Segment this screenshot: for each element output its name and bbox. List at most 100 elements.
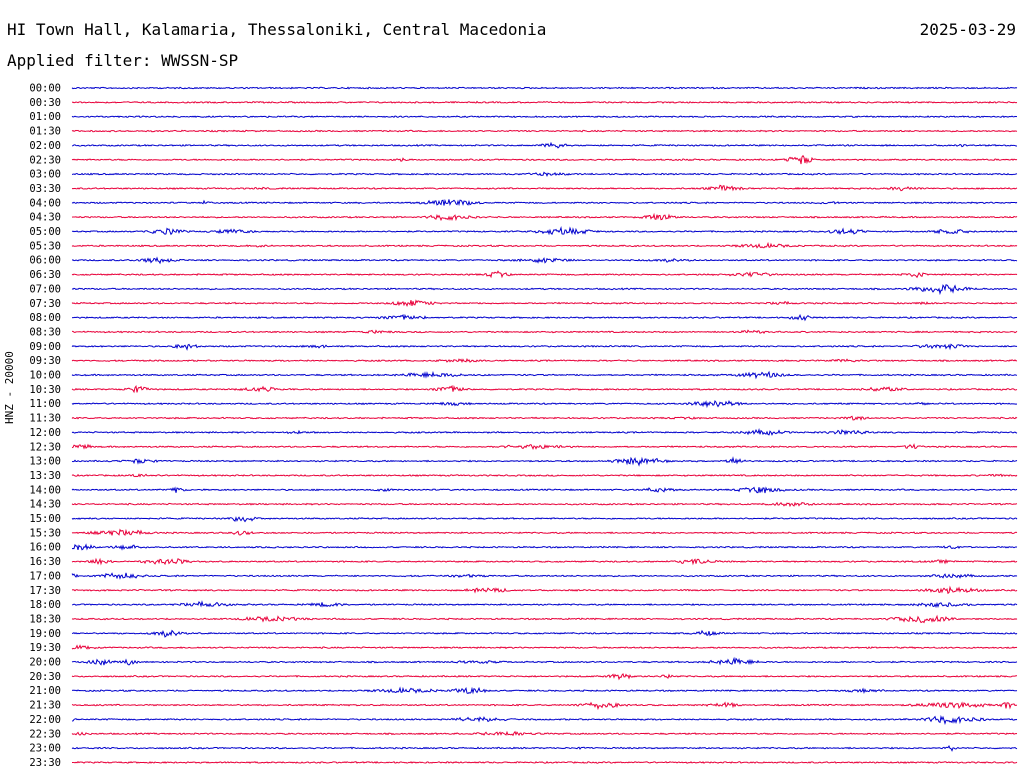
- row-time-label: 04:00: [29, 197, 61, 209]
- row-time-label: 13:30: [29, 470, 61, 482]
- row-time-label: 16:30: [29, 556, 61, 568]
- trace-line: [71, 154, 1018, 165]
- row-time-label: 02:00: [29, 140, 61, 152]
- row-time-label: 19:00: [29, 628, 61, 640]
- trace-line: [71, 100, 1018, 104]
- trace-line: [71, 600, 1018, 609]
- row-time-label: 17:30: [29, 585, 61, 597]
- trace-line: [71, 141, 1018, 149]
- row-time-label: 08:30: [29, 326, 61, 338]
- row-time-label: 10:30: [29, 384, 61, 396]
- trace-line: [71, 672, 1018, 681]
- trace-line: [71, 86, 1018, 90]
- trace-line: [71, 198, 1018, 207]
- row-time-label: 12:00: [29, 427, 61, 439]
- row-time-label: 14:00: [29, 484, 61, 496]
- row-time-label: 07:00: [29, 283, 61, 295]
- trace-line: [71, 399, 1018, 409]
- trace-line: [71, 473, 1018, 478]
- trace-line: [71, 184, 1018, 192]
- trace-line: [71, 212, 1018, 222]
- row-time-label: 07:30: [29, 298, 61, 310]
- trace-line: [71, 241, 1018, 249]
- row-time-label: 21:00: [29, 685, 61, 697]
- trace-line: [71, 171, 1018, 177]
- trace-line: [71, 256, 1018, 265]
- row-time-label: 11:30: [29, 413, 61, 425]
- row-time-label: 22:30: [29, 728, 61, 740]
- row-time-label: 17:00: [29, 570, 61, 582]
- trace-line: [71, 516, 1018, 523]
- date-label: 2025-03-29: [919, 20, 1016, 39]
- row-time-label: 18:00: [29, 599, 61, 611]
- row-time-label: 21:30: [29, 700, 61, 712]
- trace-line: [71, 572, 1018, 580]
- trace-line: [71, 656, 1018, 666]
- trace-line: [71, 501, 1018, 508]
- row-time-label: 08:00: [29, 312, 61, 324]
- row-time-label: 10:00: [29, 370, 61, 382]
- trace-line: [71, 270, 1018, 279]
- row-time-label: 11:00: [29, 398, 61, 410]
- trace-line: [71, 644, 1018, 650]
- row-time-label: 04:30: [29, 212, 61, 224]
- trace-line: [71, 370, 1018, 380]
- filter-label: Applied filter: WWSSN-SP: [7, 51, 239, 70]
- row-time-label: 16:00: [29, 542, 61, 554]
- trace-line: [71, 313, 1018, 322]
- row-time-label: 00:00: [29, 83, 61, 95]
- row-time-label: 20:30: [29, 671, 61, 683]
- trace-line: [71, 456, 1018, 467]
- trace-line: [71, 745, 1018, 752]
- trace-line: [71, 614, 1018, 624]
- trace-line: [71, 760, 1018, 764]
- row-time-label: 03:00: [29, 169, 61, 181]
- row-time-label: 01:30: [29, 126, 61, 138]
- trace-line: [71, 225, 1018, 236]
- trace-line: [71, 284, 1018, 296]
- trace-line: [71, 443, 1018, 451]
- row-time-label: 09:30: [29, 355, 61, 367]
- trace-line: [71, 629, 1018, 638]
- trace-line: [71, 415, 1018, 422]
- row-time-label: 06:30: [29, 269, 61, 281]
- trace-line: [71, 115, 1018, 119]
- row-time-label: 03:30: [29, 183, 61, 195]
- trace-line: [71, 701, 1018, 711]
- trace-line: [71, 358, 1018, 363]
- row-time-label: 02:30: [29, 154, 61, 166]
- row-time-label: 09:00: [29, 341, 61, 353]
- row-time-label: 12:30: [29, 441, 61, 453]
- row-time-label: 22:00: [29, 714, 61, 726]
- row-time-label: 13:00: [29, 456, 61, 468]
- row-time-label: 00:30: [29, 97, 61, 109]
- trace-line: [71, 299, 1018, 307]
- trace-line: [71, 557, 1018, 566]
- trace-line: [71, 585, 1018, 595]
- trace-line: [71, 528, 1018, 536]
- row-time-label: 05:30: [29, 240, 61, 252]
- trace-line: [71, 129, 1018, 133]
- row-time-label: 01:00: [29, 111, 61, 123]
- trace-line: [71, 686, 1018, 695]
- trace-line: [72, 329, 1018, 335]
- row-time-label: 15:30: [29, 527, 61, 539]
- trace-line: [71, 486, 1018, 494]
- trace-line: [71, 730, 1018, 737]
- row-time-label: 18:30: [29, 613, 61, 625]
- row-time-label: 20:00: [29, 657, 61, 669]
- row-time-label: 14:30: [29, 499, 61, 511]
- row-time-label: 19:30: [29, 642, 61, 654]
- row-time-label: 06:00: [29, 255, 61, 267]
- trace-line: [71, 543, 1018, 551]
- trace-line: [71, 714, 1018, 726]
- trace-line: [71, 343, 1018, 351]
- trace-line: [71, 384, 1018, 394]
- trace-line: [71, 427, 1018, 436]
- row-time-label: 23:30: [29, 757, 61, 769]
- row-time-label: 15:00: [29, 513, 61, 525]
- row-time-label: 05:00: [29, 226, 61, 238]
- station-title: HI Town Hall, Kalamaria, Thessaloniki, C…: [7, 20, 547, 39]
- row-time-label: 23:00: [29, 743, 61, 755]
